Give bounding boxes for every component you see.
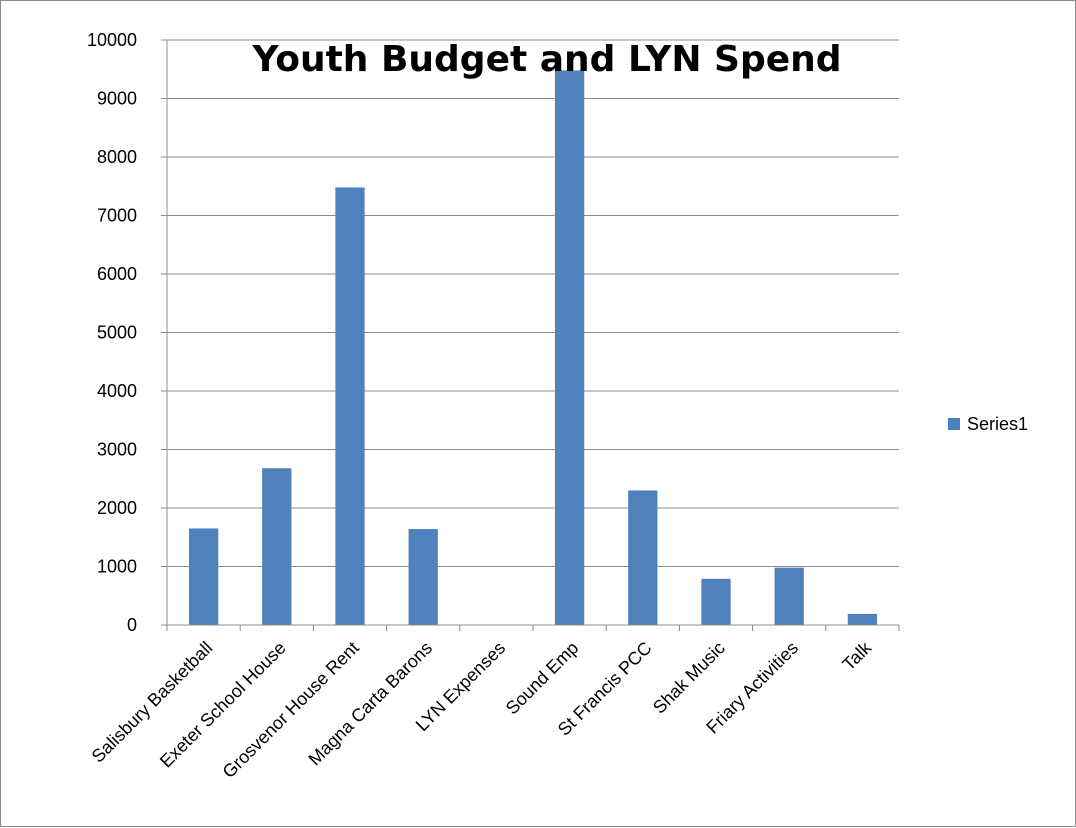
x-tick-label: Shak Music: [649, 638, 729, 718]
bar: [628, 490, 658, 625]
x-tick-label: Magna Carta Barons: [304, 638, 436, 770]
x-tick-label: Salisbury Basketball: [88, 638, 217, 767]
y-tick-labels: 0 1000 2000 3000 4000 5000 6000 7000 8000 9000 100…: [87, 30, 137, 635]
bar: [554, 70, 585, 626]
x-tick-label: Grosvenor House Rent: [219, 638, 363, 782]
y-tick-label: 1000: [97, 557, 137, 577]
y-tick-label: 3000: [97, 440, 137, 460]
legend-label-series1: Series1: [967, 414, 1028, 434]
x-tick-label: Sound Emp: [502, 638, 583, 719]
bar: [408, 529, 438, 625]
axes: [161, 39, 900, 631]
legend-swatch-series1: [948, 418, 960, 430]
y-tick-label: 9000: [97, 89, 137, 109]
y-tick-label: 2000: [97, 498, 137, 518]
bar: [188, 528, 219, 625]
y-tick-label: 6000: [97, 264, 137, 284]
bars: [188, 70, 878, 626]
bar: [335, 187, 365, 626]
y-tick-label: 4000: [97, 381, 137, 401]
x-tick-label: Talk: [838, 637, 875, 674]
bar: [847, 613, 878, 625]
y-tick-label: 0: [127, 615, 137, 635]
bar: [262, 468, 292, 625]
y-tick-label: 7000: [97, 206, 137, 226]
y-tick-label: 8000: [97, 147, 137, 167]
bar: [774, 567, 804, 625]
bar: [701, 578, 731, 625]
y-tick-label: 5000: [97, 323, 137, 343]
legend: Series1: [948, 414, 1028, 434]
chart-title: Youth Budget and LYN Spend: [251, 39, 841, 80]
x-tick-label: Exeter School House: [156, 638, 290, 772]
y-tick-label: 10000: [87, 30, 137, 50]
